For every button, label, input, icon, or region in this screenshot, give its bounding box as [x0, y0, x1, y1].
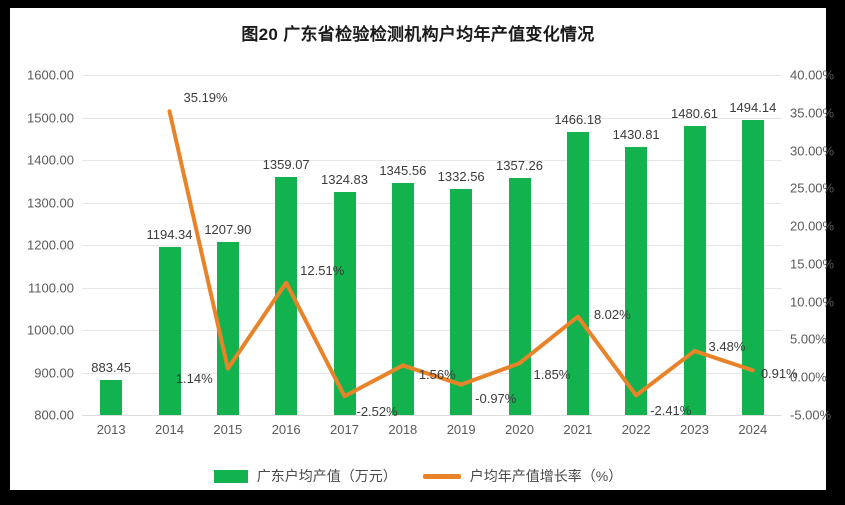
bar[interactable] [158, 247, 181, 415]
line-value-label: 8.02% [593, 306, 631, 322]
y-axis-right-tick: 15.00% [790, 256, 835, 272]
bar[interactable] [216, 241, 239, 415]
bar[interactable] [275, 177, 298, 415]
line-value-label: 1.56% [418, 367, 456, 383]
bar[interactable] [391, 183, 414, 415]
line-value-label: 3.48% [708, 338, 746, 354]
gridline [82, 415, 782, 416]
page-title: 图20 广东省检验检测机构户均年产值变化情况 [241, 25, 595, 44]
x-axis-tick: 2024 [738, 422, 768, 437]
y-axis-left-tick: 1300.00 [27, 195, 74, 210]
legend-item-label: 广东户均产值（万元） [256, 468, 397, 484]
y-axis-right-tick: 40.00% [790, 67, 835, 83]
y-axis-left-tick: 900.00 [34, 365, 74, 380]
y-axis-right-tick: 10.00% [790, 294, 835, 310]
bar-value-label: 1324.83 [321, 171, 368, 187]
bar-value-label: 1466.18 [554, 111, 602, 127]
bar-value-label: 1494.14 [729, 99, 777, 115]
plot-area [82, 75, 782, 416]
bar-value-label: 1345.56 [379, 163, 427, 179]
bar-value-label: 1480.61 [671, 105, 718, 121]
y-axis-left-tick: 1100.00 [27, 280, 74, 295]
x-axis-tick: 2018 [388, 422, 418, 437]
bar-value-label: 1430.81 [612, 126, 660, 142]
x-axis-tick: 2020 [505, 422, 534, 437]
bar-value-label: 1357.26 [496, 158, 543, 174]
line-value-label: 1.85% [533, 367, 571, 383]
line-swatch-icon [422, 473, 461, 479]
x-axis-tick: 2022 [621, 422, 651, 437]
line-value-label: 0.91% [760, 366, 798, 382]
gridline [82, 75, 782, 76]
bar-value-label: 883.45 [91, 359, 132, 375]
bar[interactable] [508, 178, 531, 415]
bar[interactable] [683, 125, 706, 415]
legend-item-bar[interactable]: 广东户均产值（万元） [213, 466, 397, 486]
bar-value-label: 1359.07 [262, 157, 310, 173]
gridline [82, 287, 782, 289]
bar-swatch-icon [213, 469, 248, 483]
x-axis-tick: 2017 [330, 422, 359, 437]
gridline [82, 245, 782, 246]
y-axis-left-tick: 1400.00 [27, 152, 74, 168]
y-axis-right-tick: 0.00% [790, 369, 827, 385]
line-value-label: 1.14% [175, 370, 213, 386]
line-value-label: -2.41% [650, 403, 692, 419]
gridline [82, 160, 782, 161]
y-axis-left-tick: 1000.00 [27, 322, 74, 338]
y-axis-right-tick: 25.00% [790, 180, 835, 196]
x-axis-tick: 2014 [155, 422, 184, 437]
y-axis-left-tick: 1600.00 [27, 67, 74, 83]
legend-item-line[interactable]: 户均年产值增长率（%） [422, 466, 623, 486]
bar-value-label: 1207.90 [204, 221, 252, 237]
gridline [82, 330, 782, 331]
line-value-label: -0.97% [475, 390, 517, 406]
chart-card: 图20 广东省检验检测机构户均年产值变化情况 800.00 900.00 1000.… [10, 8, 834, 490]
x-axis-tick: 2016 [271, 422, 301, 437]
legend-item-label: 户均年产值增长率（%） [469, 468, 623, 484]
bar-value-label: 1332.56 [437, 168, 485, 184]
y-axis-right-tick: 35.00% [790, 105, 835, 121]
bar[interactable] [625, 146, 648, 415]
y-axis-right-tick: 20.00% [790, 218, 835, 234]
x-axis-tick: 2019 [446, 422, 476, 437]
bar-value-label: 1194.34 [146, 227, 193, 243]
x-axis-tick: 2015 [213, 422, 243, 437]
x-axis-tick: 2013 [96, 422, 126, 437]
y-axis-right-tick: 5.00% [790, 331, 827, 347]
x-axis-tick: 2021 [563, 422, 593, 437]
x-axis-tick: 2023 [680, 422, 709, 437]
bar[interactable] [100, 379, 123, 415]
y-axis-left-tick: 1500.00 [27, 110, 74, 125]
y-axis-right-tick: 30.00% [790, 143, 835, 159]
y-axis-left-tick: 1200.00 [27, 237, 74, 253]
bar[interactable] [333, 191, 356, 415]
line-value-label: -2.52% [356, 404, 398, 420]
y-axis-left-tick: 800.00 [34, 407, 74, 423]
chart-legend: 广东户均产值（万元） 户均年产值增长率（%） [10, 466, 826, 486]
gridline [82, 202, 782, 204]
line-value-label: 12.51% [300, 262, 345, 278]
line-value-label: 35.19% [183, 90, 228, 106]
y-axis-right-tick: -5.00% [790, 407, 832, 423]
